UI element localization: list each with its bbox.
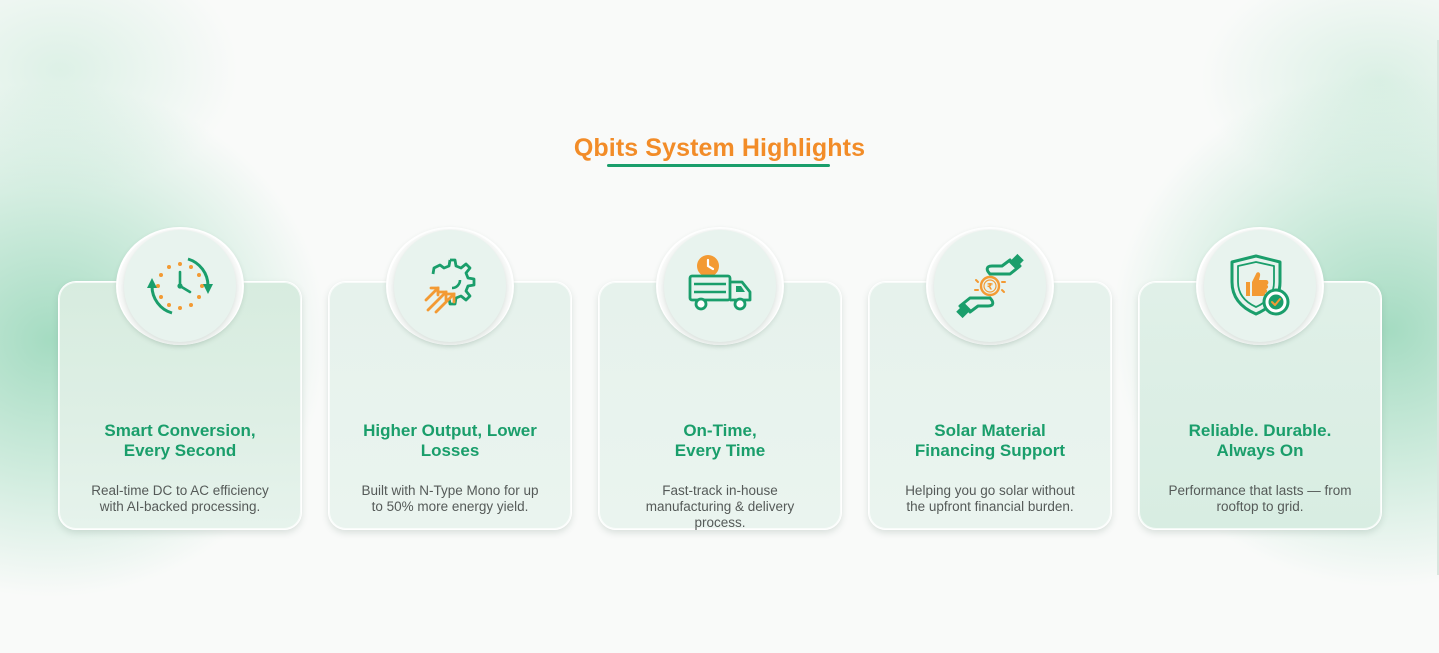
background-glow-left-top bbox=[0, 0, 240, 200]
highlight-card-smart-conversion: Smart Conversion, Every Second Real-time… bbox=[58, 227, 302, 530]
clock-cycle-icon bbox=[124, 230, 236, 342]
card-title: Smart Conversion, Every Second bbox=[104, 421, 256, 460]
card-panel: On-Time, Every Time Fast-track in-house … bbox=[598, 281, 842, 530]
card-description: Helping you go solar without the upfront… bbox=[905, 483, 1075, 514]
hands-rupee-coin-icon: ₹ bbox=[934, 230, 1046, 342]
card-description: Fast-track in-house manufacturing & deli… bbox=[645, 483, 795, 530]
card-title: Reliable. Durable. Always On bbox=[1188, 421, 1332, 460]
gear-growth-arrows-icon bbox=[394, 230, 506, 342]
card-title: Solar Material Financing Support bbox=[914, 421, 1066, 460]
highlight-card-financing: Solar Material Financing Support Helping… bbox=[868, 227, 1112, 530]
title-underline bbox=[607, 164, 830, 167]
card-panel: Smart Conversion, Every Second Real-time… bbox=[58, 281, 302, 530]
card-title: Higher Output, Lower Losses bbox=[363, 421, 537, 460]
card-description: Real-time DC to AC efficiency with AI-ba… bbox=[91, 483, 269, 514]
delivery-truck-clock-icon bbox=[664, 230, 776, 342]
shield-thumbs-up-icon bbox=[1204, 230, 1316, 342]
card-panel: Reliable. Durable. Always On Performance… bbox=[1138, 281, 1382, 530]
highlight-card-higher-output: Higher Output, Lower Losses Built with N… bbox=[328, 227, 572, 530]
section-title: Qbits System Highlights bbox=[573, 133, 866, 162]
scroll-edge bbox=[1437, 40, 1439, 575]
card-description: Built with N-Type Mono for up to 50% mor… bbox=[361, 483, 539, 514]
card-panel: Solar Material Financing Support Helping… bbox=[868, 281, 1112, 530]
background-glow-right-top bbox=[1199, 0, 1439, 200]
card-title: On-Time, Every Time bbox=[674, 421, 766, 460]
highlight-card-on-time: On-Time, Every Time Fast-track in-house … bbox=[598, 227, 842, 530]
card-description: Performance that lasts — from rooftop to… bbox=[1168, 483, 1352, 514]
svg-text:₹: ₹ bbox=[987, 283, 993, 293]
highlight-card-reliable: Reliable. Durable. Always On Performance… bbox=[1138, 227, 1382, 530]
